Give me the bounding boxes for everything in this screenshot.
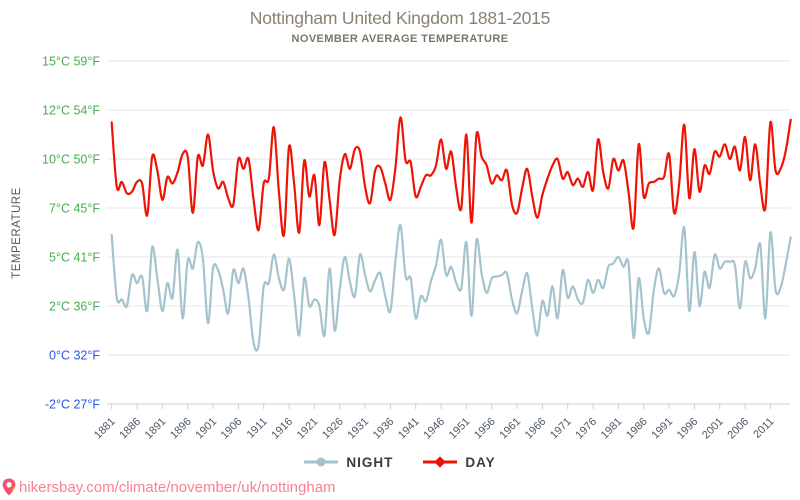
x-tick-label: 1941 (396, 416, 422, 442)
x-tick-label: 1901 (193, 416, 219, 442)
night-series-line (110, 224, 792, 352)
x-tick-label: 1906 (219, 416, 245, 442)
x-tick-label: 1921 (295, 416, 321, 442)
footer: hikersbay.com/climate/november/uk/nottin… (2, 478, 336, 496)
x-tick-label: 1976 (573, 416, 599, 442)
x-tick-label: 1986 (624, 416, 650, 442)
x-tick-label: 1881 (92, 416, 118, 442)
y-axis-title: TEMPERATURE (11, 187, 23, 279)
x-tick-label: 1961 (497, 416, 523, 442)
y-tick-label: 2°C 36°F (49, 300, 100, 314)
y-tick-label: -2°C 27°F (45, 398, 101, 412)
x-tick-label: 1891 (143, 416, 169, 442)
y-tick-label: 0°C 32°F (49, 349, 100, 363)
chart-legend: NIGHT DAY (0, 451, 800, 473)
chart-title: Nottingham United Kingdom 1881-2015 (249, 8, 551, 28)
x-tick-label: 1936 (371, 416, 397, 442)
y-tick-label: 5°C 41°F (49, 251, 100, 265)
legend-item-day[interactable]: DAY (423, 455, 495, 470)
x-tick-label: 1896 (168, 416, 194, 442)
y-tick-label: 7°C 45°F (49, 202, 100, 216)
night-line-marker-icon (304, 457, 339, 467)
legend-item-night[interactable]: NIGHT (304, 455, 393, 470)
x-tick-label: 1971 (548, 416, 574, 442)
x-tick-label: 1931 (345, 416, 371, 442)
x-tick-label: 1911 (245, 416, 270, 441)
y-tick-label: 12°C 54°F (42, 104, 100, 118)
x-tick-label: 1886 (117, 416, 143, 442)
footer-link[interactable]: hikersbay.com/climate/november/uk/nottin… (19, 478, 336, 496)
x-tick-label: 1926 (320, 416, 346, 442)
x-tick-label: 1966 (523, 416, 549, 442)
legend-label-night: NIGHT (346, 454, 394, 470)
x-tick-label: 2001 (700, 416, 726, 442)
location-pin-icon (2, 478, 16, 496)
y-tick-label: 15°C 59°F (42, 55, 100, 69)
x-tick-label: 1996 (675, 416, 701, 442)
x-tick-label: 2006 (725, 416, 751, 442)
legend-label-day: DAY (465, 454, 496, 470)
chart-subtitle: NOVEMBER AVERAGE TEMPERATURE (291, 33, 509, 45)
x-tick-label: 1951 (447, 416, 473, 442)
x-tick-label: 1991 (649, 416, 675, 442)
day-series-line (110, 116, 792, 238)
x-tick-label: 1916 (269, 416, 295, 442)
day-line-marker-icon (423, 456, 458, 468)
x-tick-label: 1946 (421, 416, 447, 442)
x-tick-label: 1981 (599, 416, 625, 442)
x-tick-label: 1956 (472, 416, 498, 442)
x-tick-label: 2011 (751, 416, 776, 441)
y-tick-label: 10°C 50°F (42, 153, 100, 167)
